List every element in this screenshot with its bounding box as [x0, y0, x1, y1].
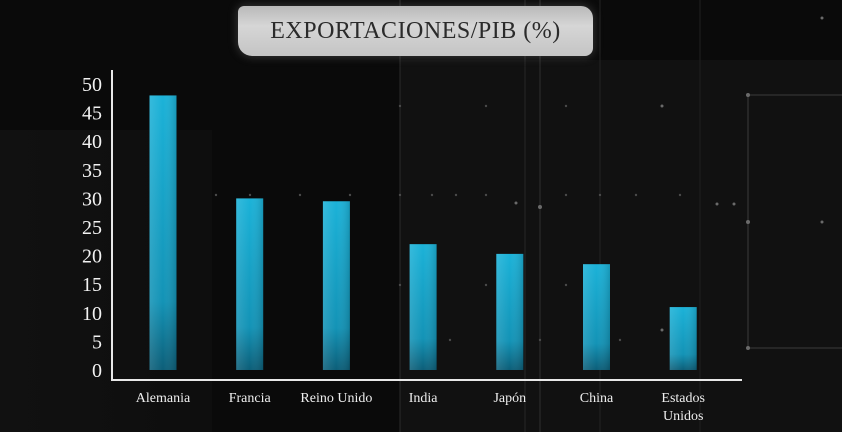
x-category-label: Japón: [493, 391, 526, 406]
y-tick-label: 40: [82, 131, 102, 153]
y-tick-label: 20: [82, 246, 102, 268]
y-tick-label: 45: [82, 103, 102, 125]
chart-title-banner: EXPORTACIONES/PIB (%): [238, 6, 593, 56]
x-category-labels: Alemania Francia Reino Unido India Japón Chin…: [136, 391, 705, 424]
y-tick-label: 5: [92, 331, 102, 353]
y-tick-label: 50: [82, 74, 102, 96]
x-category-label: Alemania: [136, 391, 191, 406]
bar-shine: [322, 201, 350, 370]
bar-shine: [496, 253, 524, 370]
x-category-label: Estados Unidos: [661, 391, 705, 424]
x-category-label: China: [580, 391, 614, 406]
bars: [149, 95, 697, 370]
chart-title: EXPORTACIONES/PIB (%): [270, 17, 561, 44]
y-tick-label: 0: [92, 360, 102, 382]
bar-shine: [583, 264, 610, 370]
bar-shine: [236, 198, 264, 370]
x-category-label: Francia: [229, 391, 272, 406]
y-tick-label: 10: [82, 303, 102, 325]
y-tick-label: 15: [82, 274, 102, 296]
x-category-label: India: [409, 391, 439, 406]
bar-shine: [409, 244, 437, 370]
y-tick-labels: 0 5 10 15 20 25 30 35 40 45 50: [82, 74, 102, 382]
x-category-label: Reino Unido: [300, 391, 372, 406]
bar-shine: [149, 95, 177, 370]
bar-shine: [669, 307, 697, 370]
y-tick-label: 30: [82, 188, 102, 210]
y-tick-label: 25: [82, 217, 102, 239]
y-tick-label: 35: [82, 160, 102, 182]
